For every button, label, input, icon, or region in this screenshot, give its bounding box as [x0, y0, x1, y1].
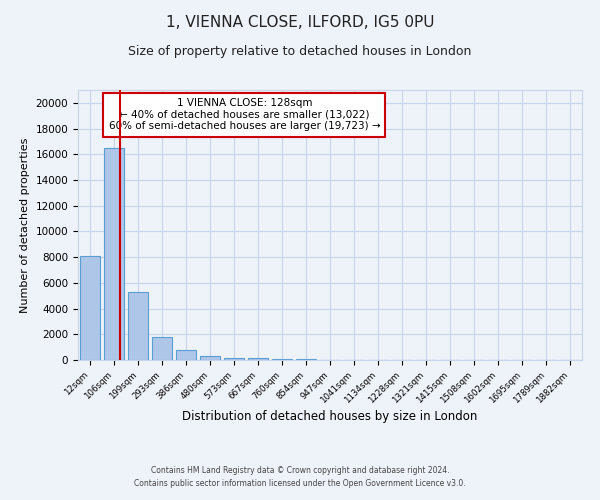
Y-axis label: Number of detached properties: Number of detached properties	[20, 138, 30, 312]
Bar	[152, 337, 172, 360]
Bar	[176, 350, 196, 360]
Text: 1, VIENNA CLOSE, ILFORD, IG5 0PU: 1, VIENNA CLOSE, ILFORD, IG5 0PU	[166, 15, 434, 30]
Bar	[272, 359, 292, 360]
Text: 1 VIENNA CLOSE: 128sqm
← 40% of detached houses are smaller (13,022)
60% of semi: 1 VIENNA CLOSE: 128sqm ← 40% of detached…	[109, 98, 380, 132]
Bar	[224, 358, 244, 360]
Bar	[104, 148, 124, 360]
Bar	[128, 292, 148, 360]
X-axis label: Distribution of detached houses by size in London: Distribution of detached houses by size …	[182, 410, 478, 423]
Bar	[248, 358, 268, 360]
Bar	[80, 256, 100, 360]
Bar	[200, 356, 220, 360]
Bar	[296, 359, 316, 360]
Text: Size of property relative to detached houses in London: Size of property relative to detached ho…	[128, 45, 472, 58]
Text: Contains HM Land Registry data © Crown copyright and database right 2024.
Contai: Contains HM Land Registry data © Crown c…	[134, 466, 466, 487]
